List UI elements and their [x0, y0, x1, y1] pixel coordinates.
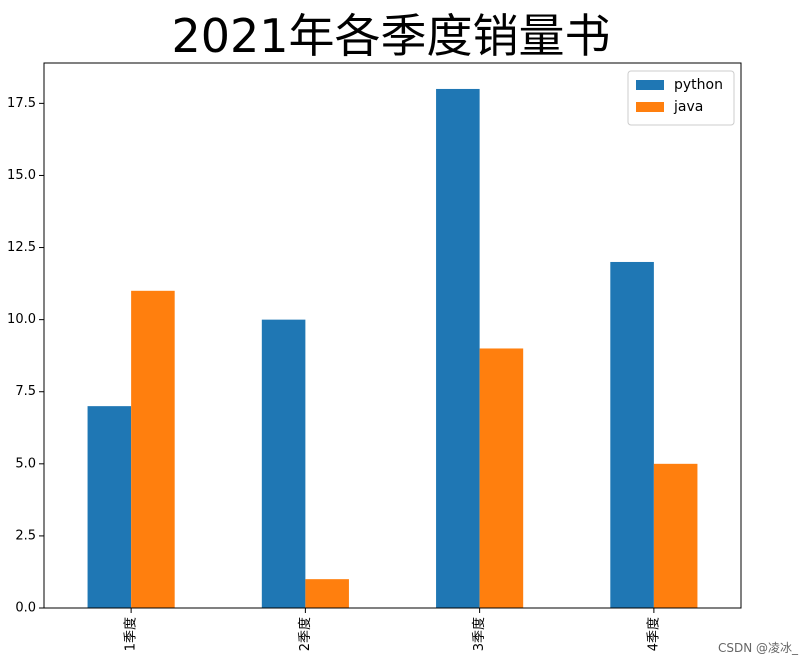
bar-java-3	[479, 348, 524, 608]
bar-python-1	[87, 406, 132, 608]
bar-python-3	[436, 88, 480, 608]
y-tick-label: 0.0	[15, 601, 36, 616]
x-tick-label: 4季度	[645, 617, 661, 651]
y-tick-label: 17.5	[7, 96, 36, 111]
x-axis: 1季度 2季度 3季度 4季度	[123, 608, 661, 651]
bars-layer	[87, 88, 698, 608]
legend-label-python: python	[674, 77, 723, 93]
bar-java-1	[131, 290, 175, 608]
watermark: CSDN @凌冰_	[717, 641, 798, 655]
y-tick-label: 10.0	[7, 312, 36, 327]
bar-python-2	[261, 319, 306, 608]
y-tick-label: 7.5	[15, 384, 36, 399]
x-tick-label: 3季度	[471, 617, 487, 651]
legend: python java	[627, 70, 735, 126]
y-axis: 0.0 2.5 5.0 7.5 10.0 12.5 15.0 17.5	[7, 96, 44, 616]
chart-title: 2021年各季度销量书	[171, 9, 610, 63]
plot-frame	[43, 62, 742, 609]
bar-java-4	[653, 463, 698, 608]
legend-swatch-java	[636, 102, 664, 112]
y-tick-label: 2.5	[15, 528, 36, 543]
y-tick-label: 12.5	[7, 240, 36, 255]
y-tick-label: 15.0	[7, 168, 36, 183]
bar-java-2	[305, 579, 349, 608]
x-tick-label: 2季度	[297, 617, 313, 651]
bar-python-4	[610, 261, 654, 608]
legend-label-java: java	[673, 99, 703, 115]
legend-swatch-python	[636, 80, 664, 90]
x-tick-label: 1季度	[123, 617, 139, 651]
y-tick-label: 5.0	[15, 456, 36, 471]
